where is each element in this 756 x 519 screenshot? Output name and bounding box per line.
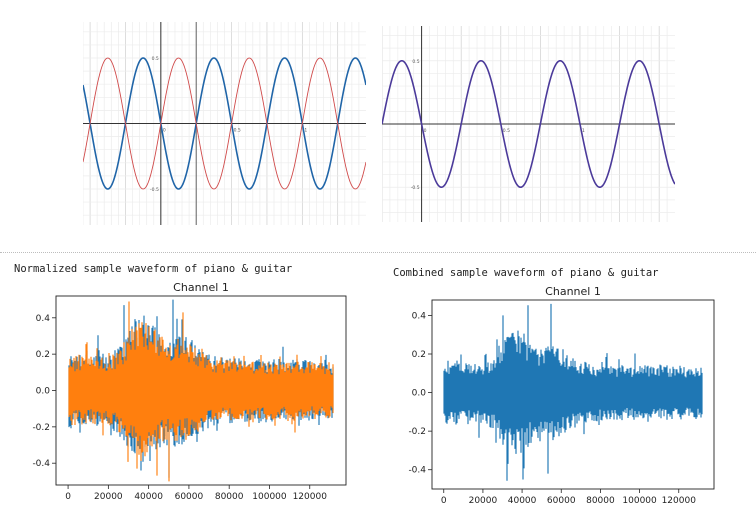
y-tick-label-0: -0.4 (408, 466, 426, 476)
x-tick-label-5: 100000 (622, 496, 657, 506)
y-tick-label-2: 0.0 (412, 389, 427, 399)
sine-series-0 (83, 57, 366, 190)
x-tick-label-6: 120000 (293, 492, 328, 502)
caption-normalized: Normalized sample waveform of piano & gu… (14, 263, 293, 275)
caption-combined: Combined sample waveform of piano & guit… (393, 267, 659, 279)
x-tick-label-5: 100000 (252, 492, 287, 502)
plot-frame (431, 299, 715, 490)
y-tick-label-4: 0.4 (36, 314, 51, 324)
x-tick-label-0: 0 (424, 128, 427, 134)
x-tick-label-2: 40000 (134, 492, 163, 502)
x-tick-label-4: 80000 (586, 496, 615, 506)
y-tick-label-4: 0.4 (412, 311, 427, 321)
x-tick-label-4: 80000 (215, 492, 244, 502)
waveform-chart-normalized: Channel 1 0 20000 40000 60000 80000 100000 1200… (32, 281, 347, 502)
y-tick-label-0: -0.4 (32, 459, 50, 469)
series-piano-orange (68, 301, 334, 482)
section-divider (0, 252, 756, 253)
y-tick-label-1: -0.5 (150, 187, 159, 193)
x-tick-label-3: 60000 (175, 492, 204, 502)
series-combined-blue (443, 303, 703, 481)
x-tick-label-2: 40000 (508, 496, 537, 506)
x-tick-label-1: 20000 (94, 492, 123, 502)
y-tick-label-3: 0.2 (36, 350, 50, 360)
x-tick-label-0: 0 (163, 128, 166, 134)
x-tick-label-1: 0.5 (234, 128, 241, 134)
y-tick-label-1: -0.2 (32, 423, 50, 433)
x-tick-label-2: 1 (582, 128, 585, 134)
x-tick-label-6: 120000 (662, 496, 697, 506)
y-tick-label-2: 0.0 (36, 387, 51, 397)
x-tick-label-3: 60000 (547, 496, 576, 506)
sine-series-0 (382, 59, 675, 189)
x-tick-label-0: 0 (441, 496, 447, 506)
waveform-chart-combined: Channel 1 0 20000 40000 60000 80000 100000 1200… (408, 285, 715, 506)
chart-title: Channel 1 (545, 285, 601, 298)
sine-series-1 (83, 57, 366, 190)
x-tick-label-1: 0.5 (503, 128, 510, 134)
y-tick-label-0: 0.5 (412, 59, 419, 65)
sine-plot-right: 0 0.5 1 0.5 -0.5 (382, 26, 675, 222)
x-tick-label-0: 0 (65, 492, 71, 502)
y-tick-label-1: -0.5 (411, 185, 420, 191)
x-tick-label-2: 1 (304, 128, 307, 134)
y-tick-label-3: 0.2 (412, 350, 426, 360)
y-tick-label-0: 0.5 (152, 56, 159, 62)
chart-title: Channel 1 (173, 281, 229, 294)
sine-plot-left: 0 0.5 1 0.5 -0.5 (83, 22, 366, 225)
x-tick-label-1: 20000 (469, 496, 498, 506)
y-tick-label-1: -0.2 (408, 427, 426, 437)
